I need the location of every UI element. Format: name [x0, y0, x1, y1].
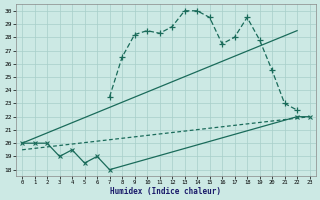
X-axis label: Humidex (Indice chaleur): Humidex (Indice chaleur)	[110, 187, 221, 196]
